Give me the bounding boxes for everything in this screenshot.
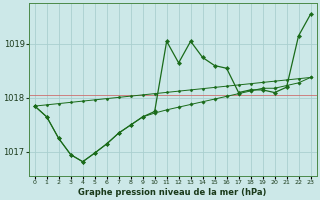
X-axis label: Graphe pression niveau de la mer (hPa): Graphe pression niveau de la mer (hPa) [78, 188, 267, 197]
